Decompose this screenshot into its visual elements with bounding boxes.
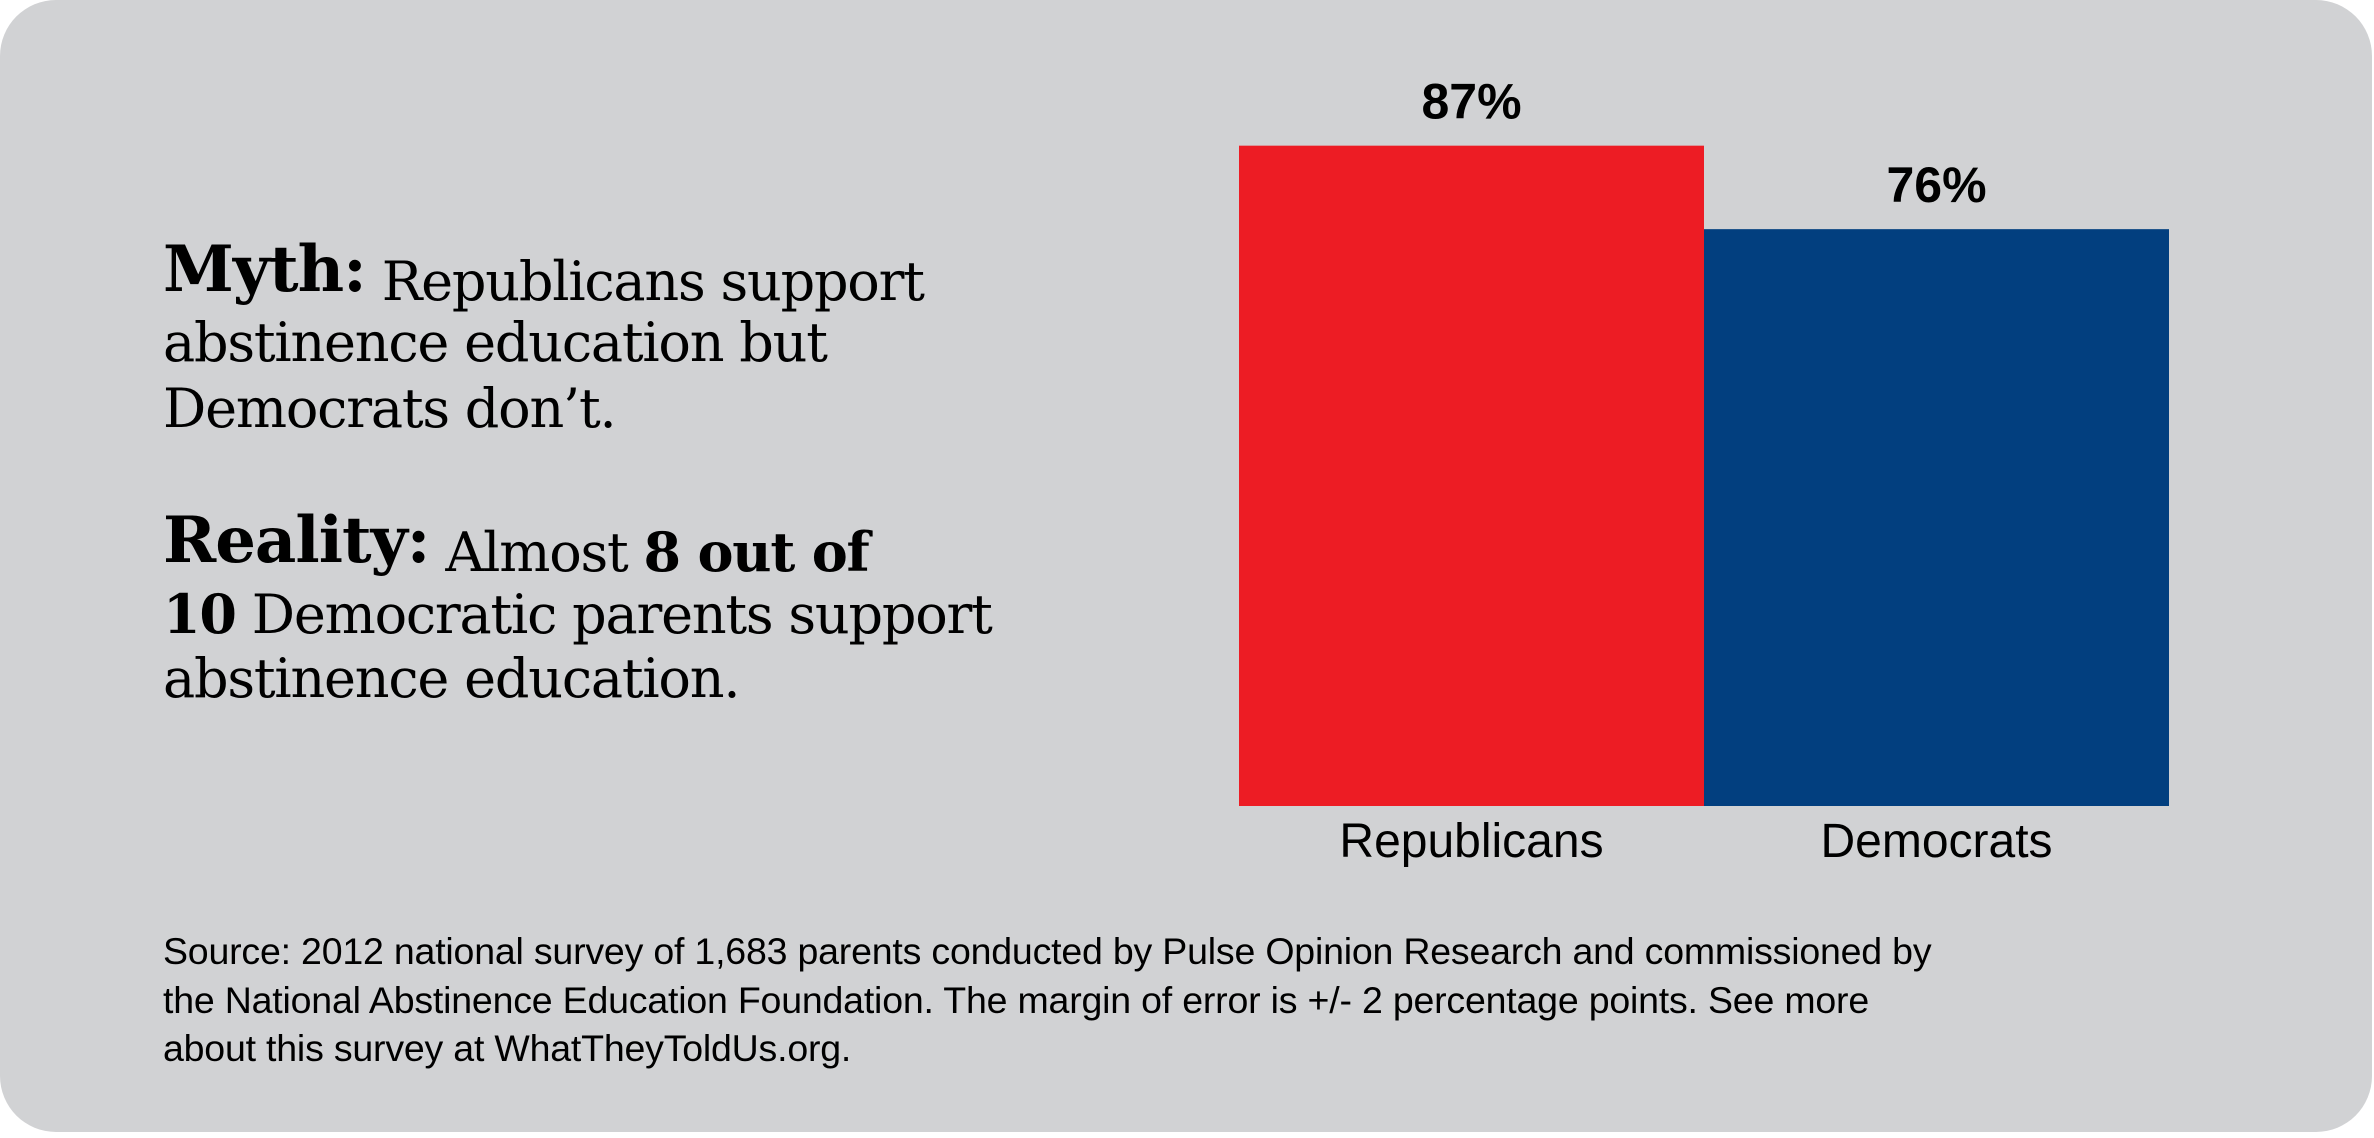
source-line-2: the National Abstinence Education Founda… [163, 979, 1869, 1021]
myth-line-1: Myth: Republicans support [163, 238, 925, 313]
reality-line-2: 10 Democratic parents support [163, 587, 993, 642]
source-line-3: about this survey at WhatTheyToldUs.org. [163, 1027, 852, 1069]
myth-line-2: abstinence education but [163, 311, 828, 374]
category-label-republicans: Republicans [1339, 815, 1603, 868]
bar-democrats [1704, 229, 2169, 806]
value-label-republicans: 87% [1421, 74, 1521, 130]
reality-line-3: abstinence education. [163, 647, 740, 710]
value-label-democrats: 76% [1886, 157, 1986, 213]
myth-text-1: Republicans support [381, 250, 925, 313]
reality-emphasis-1: 8 out of [643, 520, 870, 584]
category-label-democrats: Democrats [1820, 815, 2052, 868]
reality-line-1: Reality: Almost 8 out of [163, 509, 870, 584]
myth-line-3: Democrats don’t. [163, 377, 617, 440]
myth-lead: Myth: [163, 232, 367, 307]
reality-emphasis-2: 10 [163, 582, 237, 646]
bar-republicans [1239, 145, 1704, 807]
reality-lead: Reality: [163, 503, 430, 578]
reality-text-1: Almost [445, 521, 628, 584]
reality-text-2: Democratic parents support [251, 583, 993, 646]
source-line-1: Source: 2012 national survey of 1,683 pa… [163, 930, 1932, 972]
